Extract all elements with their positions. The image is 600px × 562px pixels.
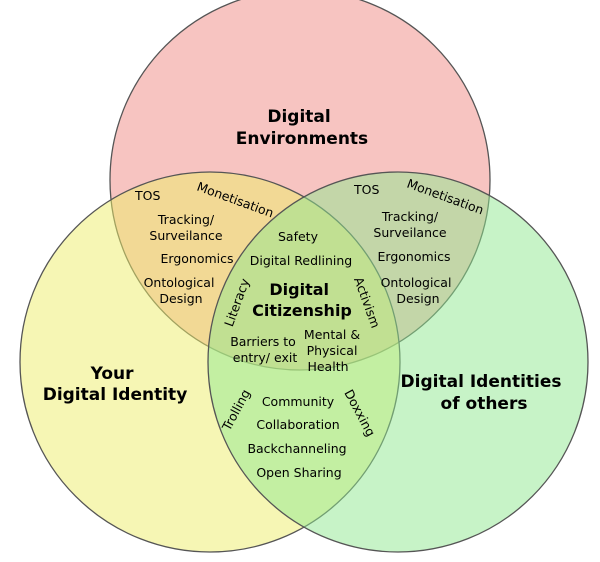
env-others-item: Surveilance <box>373 225 446 240</box>
env-others-item: Ergonomics <box>378 249 451 264</box>
center-title-line: Citizenship <box>252 301 352 320</box>
env-you-item: Tracking/ <box>157 212 215 227</box>
env-you-item: Design <box>159 291 202 306</box>
label-line: Digital Identity <box>43 385 188 405</box>
env-you-item: Surveilance <box>149 228 222 243</box>
env-you-tos: TOS <box>134 188 160 203</box>
circle-digital-identities-of-others <box>207 171 589 553</box>
you-others-item: Community <box>262 394 335 409</box>
center-barriers: Barriers to entry/ exit <box>230 334 300 365</box>
env-others-tos: TOS <box>353 182 379 197</box>
center-mental-physical-health: Mental & Physical Health <box>304 327 364 374</box>
center-barriers-line: Barriers to <box>230 334 296 349</box>
you-others-item: Collaboration <box>256 417 339 432</box>
label-digital-identities-of-others: Digital Identities of others <box>401 372 568 414</box>
env-you-item: Ergonomics <box>161 251 234 266</box>
env-others-item: Ontological <box>381 275 452 290</box>
center-barriers-line: entry/ exit <box>233 350 298 365</box>
label-digital-environments: Digital Environments <box>236 107 368 149</box>
label-line: Your <box>90 364 135 384</box>
env-others-item: Tracking/ <box>381 209 439 224</box>
env-you-items: Tracking/ Surveilance Ergonomics Ontolog… <box>144 212 238 306</box>
you-others-item: Backchanneling <box>247 441 346 456</box>
center-title-line: Digital <box>269 280 329 299</box>
center-safety: Safety <box>278 229 319 244</box>
center-digital-redlining: Digital Redlining <box>250 253 352 268</box>
label-line: Digital Identities <box>401 372 562 392</box>
you-others-item: Open Sharing <box>256 465 341 480</box>
env-others-item: Design <box>396 291 439 306</box>
label-your-digital-identity: Your Digital Identity <box>43 364 188 405</box>
center-health-line: Physical <box>307 343 358 358</box>
center-health-line: Health <box>307 359 348 374</box>
you-others-items: Community Collaboration Backchanneling O… <box>247 394 350 480</box>
label-line: Digital <box>267 107 330 127</box>
label-line: Environments <box>236 129 368 149</box>
env-you-item: Ontological <box>144 275 215 290</box>
center-title-digital-citizenship: Digital Citizenship <box>252 280 352 320</box>
center-health-line: Mental & <box>304 327 360 342</box>
label-line: of others <box>441 394 528 414</box>
env-others-items: Tracking/ Surveilance Ergonomics Ontolog… <box>373 209 455 306</box>
